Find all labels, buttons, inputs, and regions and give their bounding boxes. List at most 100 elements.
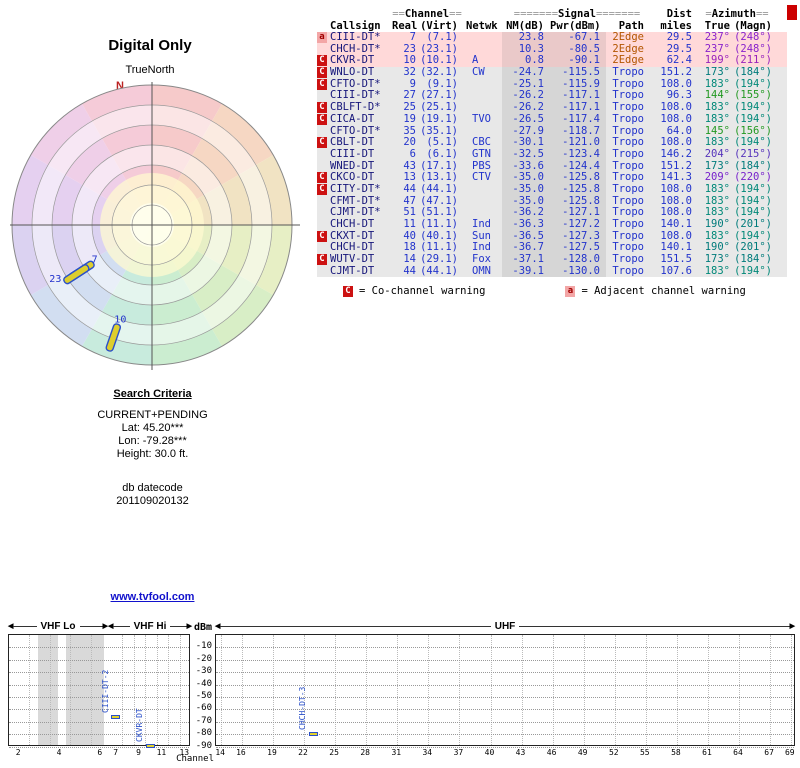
true-azimuth-header: True [704, 20, 730, 32]
real-channel-cell: 13 [403, 171, 416, 184]
azimuth-magnetic-cell: (194°) [734, 182, 772, 195]
azimuth-true-cell: 237° [704, 42, 730, 55]
noise-margin-cell: -24.7 [502, 66, 550, 79]
noise-margin-cell: 10.3 [502, 43, 550, 56]
gridline [9, 659, 189, 661]
network-cell: PBS [472, 159, 491, 172]
gridline [9, 697, 189, 698]
noise-margin-cell: -25.1 [502, 78, 550, 91]
table-row: CIII-DT* 27 (27.1) -26.2 -117.1 Tropo 96.3 144°… [317, 89, 787, 103]
real-channel-cell: 18 [403, 241, 416, 254]
azimuth-magnetic-cell: (194°) [734, 112, 772, 125]
callsign-cell: CIII-DT [330, 147, 375, 160]
azimuth-true-cell: 183° [704, 229, 730, 242]
y-axis-tick: -50 [195, 691, 212, 701]
gridline [273, 635, 274, 745]
path-cell: Tropo [612, 89, 644, 102]
virtual-channel-cell: (17.1) [420, 159, 458, 172]
distance-cell: 151.5 [660, 253, 692, 266]
warning-cell: C [317, 55, 328, 67]
table-row: C CKVR-DT 10 (10.1) A 0.8 -90.1 2Edge 62.4 199° (2… [317, 54, 787, 68]
power-cell: -128.0 [550, 253, 606, 266]
azimuth-magnetic-cell: (211°) [734, 54, 772, 67]
co-channel-warning-badge: C [343, 285, 353, 297]
gridline [614, 635, 616, 745]
table-row: a CIII-DT* 7 (7.1) 23.8 -67.1 2Edge 29.5 237° (24… [317, 31, 787, 44]
real-channel-cell: 47 [403, 194, 416, 207]
x-axis-tick: 43 [515, 748, 526, 757]
x-axis-tick: 55 [639, 748, 650, 757]
real-channel-cell: 19 [403, 112, 416, 125]
gridline [70, 635, 72, 745]
azimuth-magnetic-cell: (194°) [734, 229, 772, 242]
callsign-cell: CFTO-DT* [330, 77, 381, 90]
real-channel-cell: 25 [403, 101, 416, 114]
real-channel-cell: 44 [403, 182, 416, 195]
path-cell: Tropo [612, 182, 644, 195]
vhf-lo-section-label: ◀ VHF Lo ▶ [8, 621, 108, 632]
co-channel-warning-badge: C [317, 113, 327, 125]
signal-marker-label: 23 [49, 274, 61, 285]
power-cell: -125.8 [550, 195, 606, 208]
warning-cell [317, 149, 328, 161]
x-axis-tick: 4 [56, 748, 62, 757]
azimuth-true-cell: 173° [704, 159, 730, 172]
noise-margin-cell: -36.2 [502, 207, 550, 220]
azimuth-true-cell: 183° [704, 136, 730, 149]
noise-margin-cell: -30.1 [502, 136, 550, 149]
gridline [9, 746, 189, 748]
table-row: WNED-DT 43 (17.1) PBS -33.6 -124.4 Tropo 151.2 1… [317, 159, 787, 173]
azimuth-header-group: =Azimuth== [705, 8, 769, 20]
table-row: C CKCO-DT 13 (13.1) CTV -35.0 -125.8 Tropo 141.3… [317, 172, 787, 184]
gridline [490, 635, 492, 745]
power-cell: -125.8 [550, 172, 606, 184]
co-channel-warning-badge: C [317, 172, 327, 184]
tvfool-link[interactable]: www.tvfool.com [110, 591, 195, 603]
y-axis-tick: -80 [195, 728, 212, 739]
x-axis-tick: 9 [136, 748, 141, 757]
table-row: CJMT-DT* 51 (51.1) -36.2 -127.1 Tropo 108.0 183… [317, 206, 787, 220]
x-axis-tick: 6 [97, 748, 103, 757]
vhf-hi-section-label: ◀ VHF Hi ▶ [108, 621, 192, 632]
distance-cell: 64.0 [666, 124, 692, 137]
gridline [9, 709, 189, 711]
x-axis-tick: 25 [329, 748, 339, 757]
network-cell: TVO [472, 112, 491, 125]
distance-cell: 151.2 [660, 66, 692, 79]
distance-cell: 146.2 [660, 147, 692, 160]
power-cell: -117.4 [550, 113, 606, 126]
path-cell: 2Edge [612, 42, 644, 55]
azimuth-true-cell: 144° [704, 89, 730, 102]
power-cell: -117.1 [550, 101, 606, 114]
callsign-cell: CITY-DT* [330, 182, 381, 195]
noise-margin-cell: -39.1 [502, 265, 550, 278]
x-axis-tick: 67 [764, 748, 774, 757]
gridline [676, 635, 678, 745]
azimuth-magnetic-cell: (201°) [734, 241, 772, 254]
warning-legend: C = Co-channel warning a = Adjacent chan… [317, 285, 787, 297]
gridline [304, 635, 305, 745]
left-arrow-icon: ◀ [8, 623, 14, 630]
azimuth-true-cell: 183° [704, 182, 730, 195]
db-datecode-value: 201109020132 [116, 495, 189, 507]
channel-axis-label: Channel [176, 754, 214, 764]
gridline [428, 635, 430, 745]
azimuth-magnetic-cell: (156°) [734, 124, 772, 137]
warning-cell: C [317, 183, 328, 196]
co-channel-warning-badge: C [317, 67, 327, 79]
noise-margin-cell: 23.8 [502, 31, 550, 44]
gridline [133, 635, 135, 745]
virtual-channel-cell: (10.1) [420, 54, 458, 67]
azimuth-true-cell: 183° [704, 206, 730, 219]
azimuth-true-cell: 237° [704, 31, 730, 43]
north-marker: N [116, 80, 124, 92]
right-arrow-icon: ▶ [102, 623, 108, 630]
signal-direction-marker [105, 323, 122, 352]
gridline [216, 697, 794, 698]
gridline [216, 721, 794, 723]
gridline [583, 635, 585, 745]
virtual-channel-cell: (23.1) [420, 42, 458, 55]
azimuth-magnetic-cell: (248°) [734, 31, 772, 43]
network-cell: Sun [472, 229, 491, 242]
callsign-cell: CJMT-DT [330, 264, 375, 277]
